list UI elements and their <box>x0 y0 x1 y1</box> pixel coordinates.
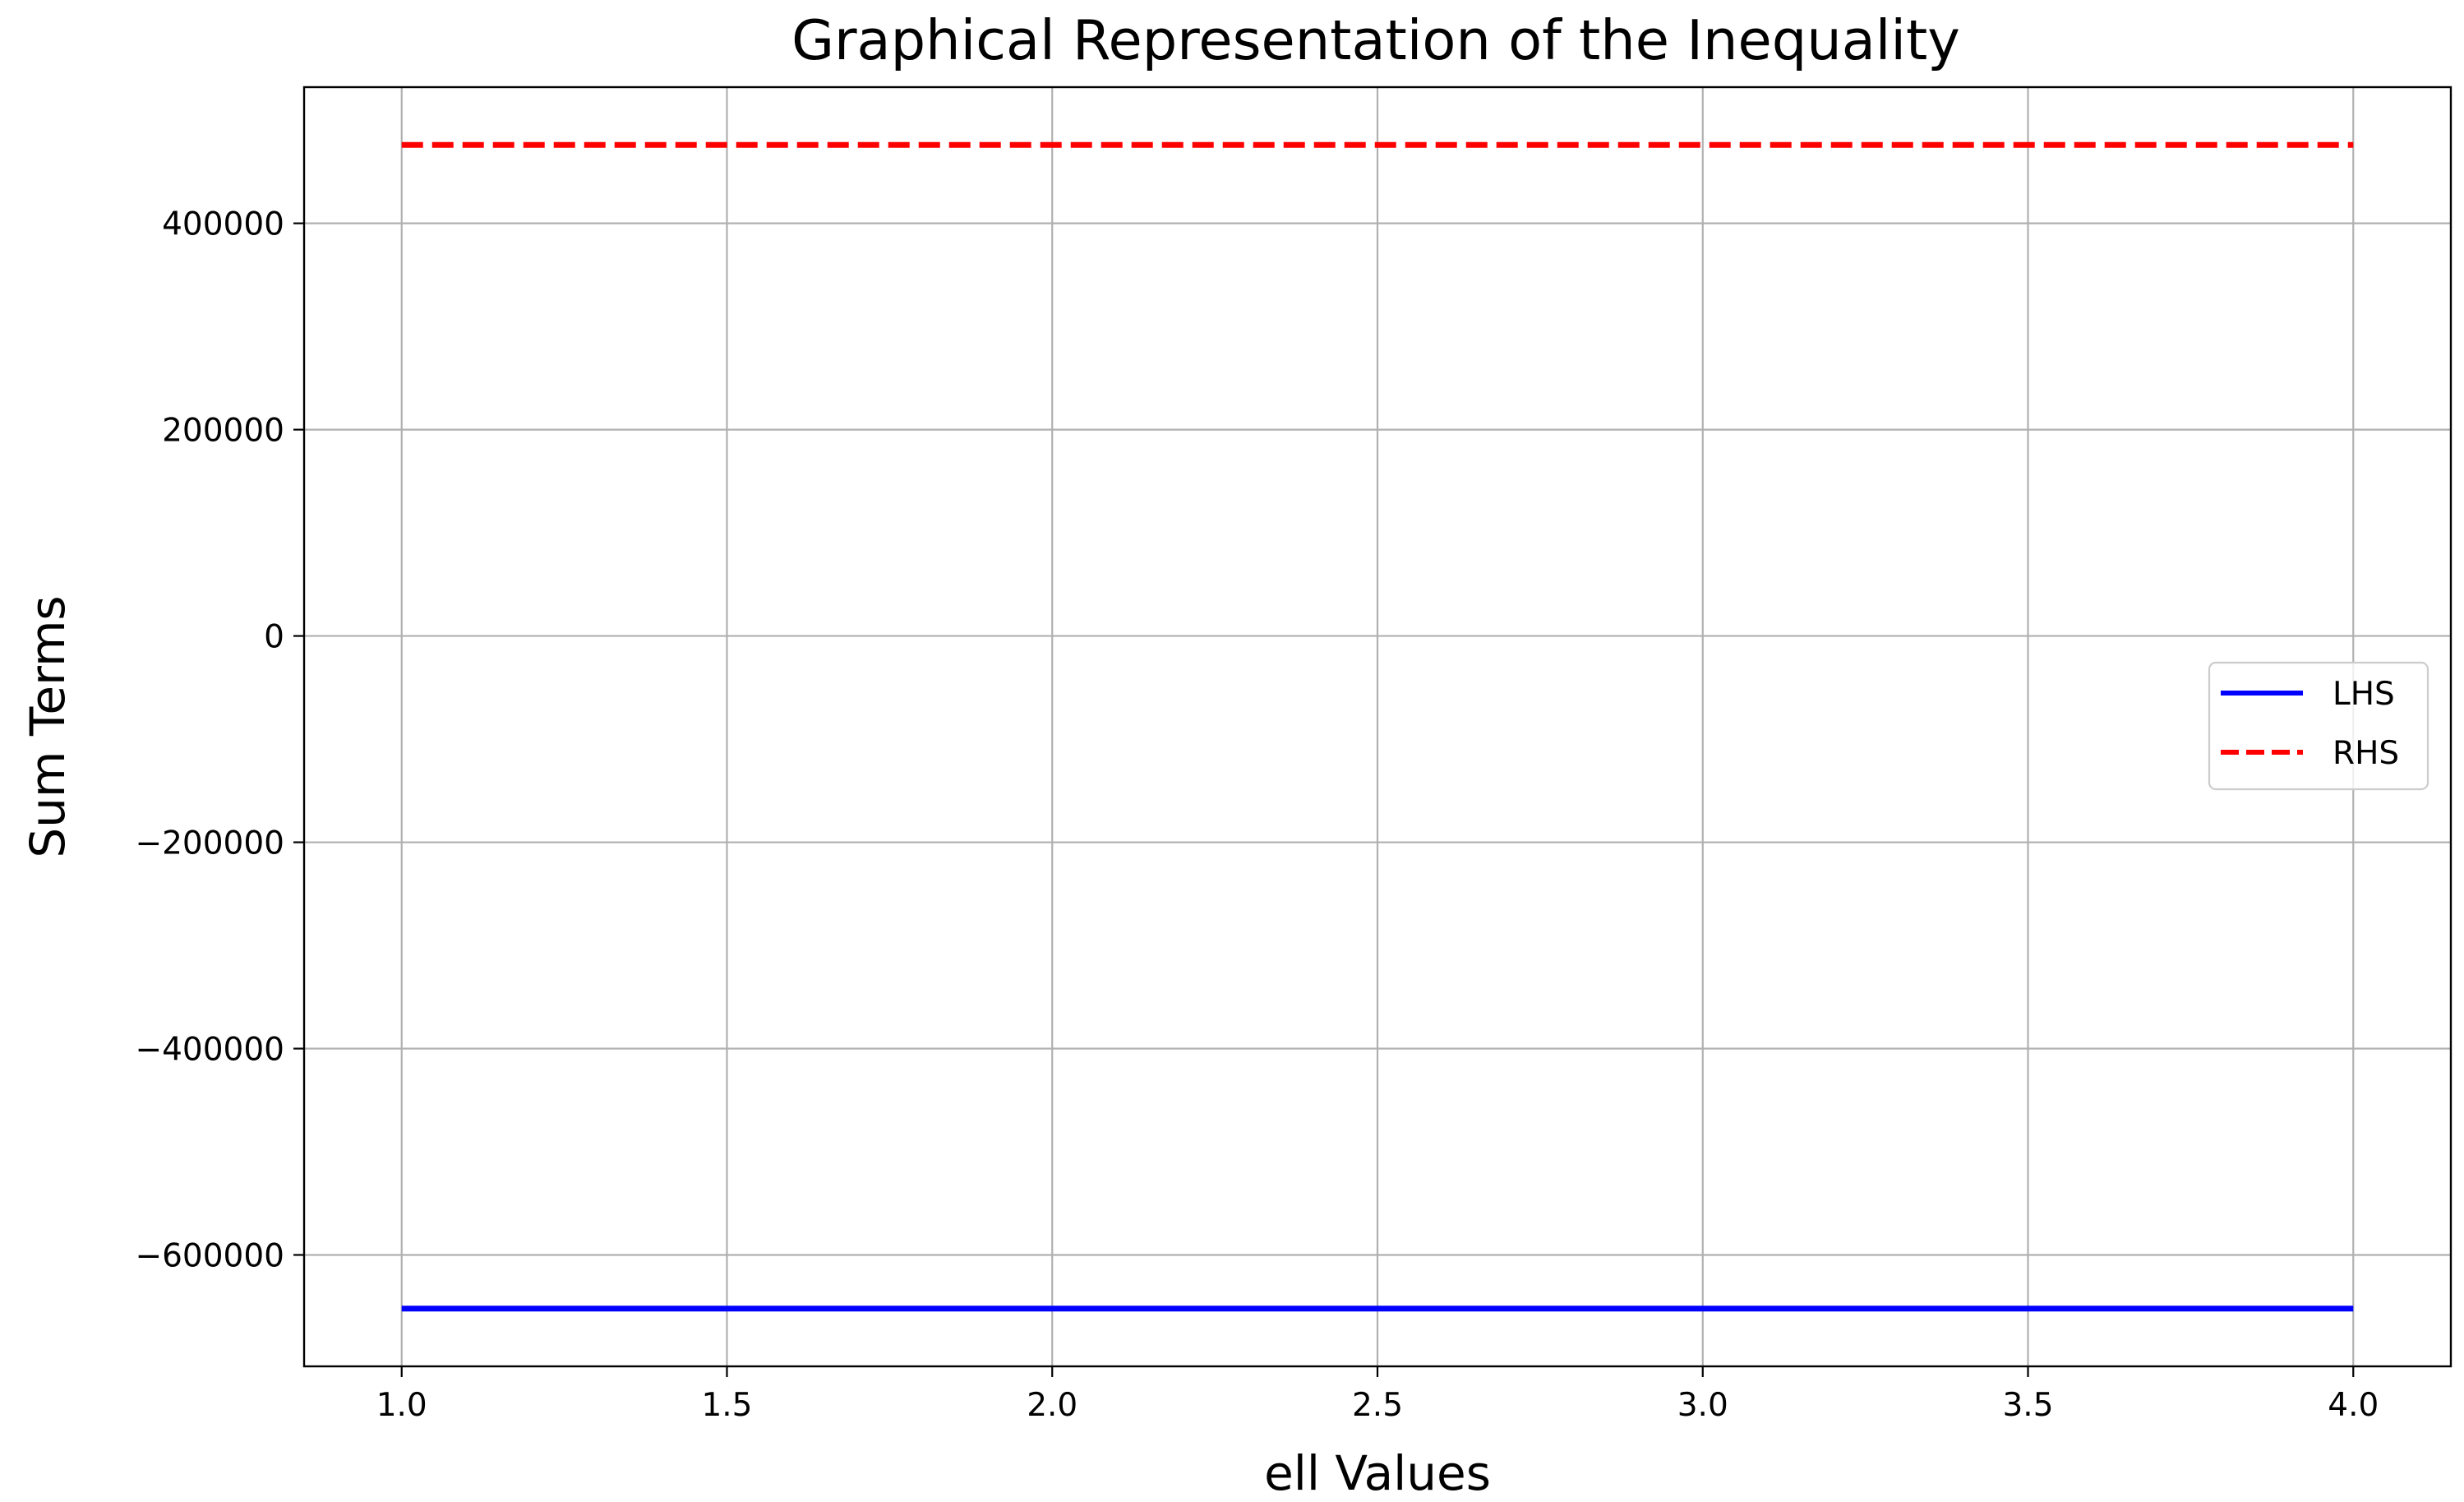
legend-label-lhs: LHS <box>2332 676 2395 713</box>
plot-area <box>302 85 2452 1368</box>
x-tick-label: 3.0 <box>1677 1387 1728 1424</box>
x-tick-label: 1.5 <box>701 1387 752 1424</box>
x-axis-ticks: 1.0 1.5 2.0 2.5 3.0 3.5 4.0 <box>376 1366 2379 1424</box>
y-tick-label: −400000 <box>135 1032 284 1069</box>
y-tick-label: 400000 <box>162 206 284 243</box>
y-gridlines <box>304 222 2451 1256</box>
x-tick-label: 3.5 <box>2002 1387 2053 1424</box>
chart-title: Graphical Representation of the Inequali… <box>791 8 1960 72</box>
legend: LHS RHS <box>2208 661 2429 791</box>
x-axis-title: ell Values <box>1264 1445 1491 1501</box>
x-tick-label: 4.0 <box>2328 1387 2379 1424</box>
y-tick-label: −600000 <box>135 1237 284 1274</box>
y-tick-label: −200000 <box>135 825 284 862</box>
x-tick-label: 2.5 <box>1352 1387 1403 1424</box>
series-lines <box>401 141 2354 1312</box>
y-axis-ticks: −600000 −400000 −200000 0 200000 400000 <box>135 206 304 1274</box>
x-gridlines <box>400 87 2355 1366</box>
legend-label-rhs: RHS <box>2332 735 2399 772</box>
y-tick-label: 0 <box>264 619 284 656</box>
x-tick-label: 2.0 <box>1027 1387 1077 1424</box>
y-axis-title: Sum Terms <box>20 595 76 857</box>
x-tick-label: 1.0 <box>376 1387 427 1424</box>
y-tick-label: 200000 <box>162 413 284 450</box>
